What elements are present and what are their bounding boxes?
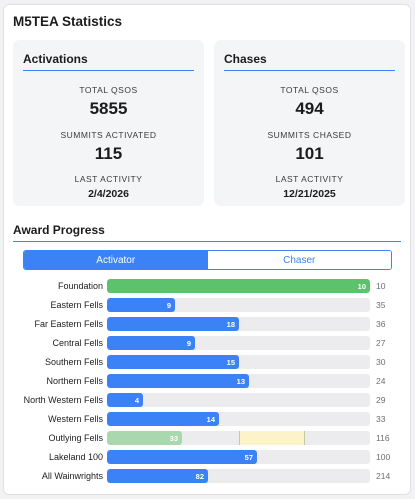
award-progress-fill: 57 xyxy=(107,450,257,464)
page-title: M5TEA Statistics xyxy=(13,14,123,29)
award-row-label: North Western Fells xyxy=(23,395,103,405)
activations-title: Activations xyxy=(23,52,88,66)
chases-card: Chases TOTAL QSOS 494 SUMMITS CHASED 101… xyxy=(214,40,405,206)
award-row: Outlying Fells 33 116 xyxy=(4,431,410,446)
activations-summits-label: SUMMITS ACTIVATED xyxy=(60,130,157,140)
award-progress-fill: 33 xyxy=(107,431,182,445)
award-row: Lakeland 100 57 100 xyxy=(4,450,410,465)
award-row-total: 214 xyxy=(376,471,391,481)
chases-last-activity-value: 12/21/2025 xyxy=(283,188,336,200)
award-row: North Western Fells 4 29 xyxy=(4,393,410,408)
award-progress-bar: 33 xyxy=(107,431,370,445)
award-row: Central Fells 9 27 xyxy=(4,336,410,351)
chases-total-qsos-value: 494 xyxy=(295,99,324,118)
award-row-label: Southern Fells xyxy=(44,357,103,367)
activations-total-qsos-label: TOTAL QSOS xyxy=(79,85,138,95)
tab-activator[interactable]: Activator xyxy=(24,251,208,269)
award-row-total: 33 xyxy=(376,414,386,424)
award-row-label: Far Eastern Fells xyxy=(34,319,103,329)
award-threshold-marker xyxy=(239,431,240,445)
award-progress-fill: 82 xyxy=(107,469,208,483)
award-row-total: 10 xyxy=(376,281,386,291)
award-row: All Wainwrights 82 214 xyxy=(4,469,410,484)
chases-summits-label: SUMMITS CHASED xyxy=(267,130,352,140)
award-progress-bar: 13 xyxy=(107,374,370,388)
tab-chaser[interactable]: Chaser xyxy=(207,251,391,269)
award-progress-bar: 57 xyxy=(107,450,370,464)
award-progress-fill: 9 xyxy=(107,298,175,312)
award-threshold-marker xyxy=(304,431,305,445)
award-progress-bar: 10 xyxy=(107,279,370,293)
award-progress-bar: 15 xyxy=(107,355,370,369)
chases-last-activity-label: LAST ACTIVITY xyxy=(275,174,344,184)
award-progress-fill: 10 xyxy=(107,279,370,293)
award-progress-bar: 4 xyxy=(107,393,370,407)
activations-last-activity-label: LAST ACTIVITY xyxy=(74,174,143,184)
award-row-label: Western Fells xyxy=(48,414,103,424)
award-progress-fill: 18 xyxy=(107,317,239,331)
award-row-total: 30 xyxy=(376,357,386,367)
award-progress-divider xyxy=(13,241,401,242)
award-row: Northern Fells 13 24 xyxy=(4,374,410,389)
award-row: Foundation 10 10 xyxy=(4,279,410,294)
activations-card: Activations TOTAL QSOS 5855 SUMMITS ACTI… xyxy=(13,40,204,206)
activations-last-activity-value: 2/4/2026 xyxy=(88,188,129,200)
award-progress-fill: 4 xyxy=(107,393,143,407)
activations-total-qsos-value: 5855 xyxy=(89,99,128,118)
statistics-panel: M5TEA Statistics Activations TOTAL QSOS … xyxy=(3,4,411,495)
award-progress-bar: 9 xyxy=(107,336,370,350)
chases-title: Chases xyxy=(224,52,267,66)
award-row-total: 24 xyxy=(376,376,386,386)
award-row-label: Lakeland 100 xyxy=(48,452,103,462)
award-progress-fill: 13 xyxy=(107,374,249,388)
award-row-label: All Wainwrights xyxy=(41,471,103,481)
award-row-total: 100 xyxy=(376,452,391,462)
award-progress-fill: 9 xyxy=(107,336,195,350)
award-progress-bar: 18 xyxy=(107,317,370,331)
activator-chaser-toggle: Activator Chaser xyxy=(23,250,392,270)
award-row-total: 36 xyxy=(376,319,386,329)
award-row: Southern Fells 15 30 xyxy=(4,355,410,370)
activations-summits-value: 115 xyxy=(94,144,123,163)
award-progress-bar: 82 xyxy=(107,469,370,483)
award-row: Far Eastern Fells 18 36 xyxy=(4,317,410,332)
award-row: Western Fells 14 33 xyxy=(4,412,410,427)
award-row-label: Northern Fells xyxy=(46,376,103,386)
chases-summits-value: 101 xyxy=(295,144,324,163)
award-progress-fill: 14 xyxy=(107,412,219,426)
award-pending-segment xyxy=(239,431,304,445)
award-row-total: 29 xyxy=(376,395,386,405)
award-row: Eastern Fells 9 35 xyxy=(4,298,410,313)
award-row-label: Foundation xyxy=(57,281,103,291)
award-row-total: 35 xyxy=(376,300,386,310)
activations-divider xyxy=(23,70,194,71)
award-row-label: Eastern Fells xyxy=(50,300,103,310)
award-progress-bar: 9 xyxy=(107,298,370,312)
award-progress-title: Award Progress xyxy=(13,223,105,237)
award-row-total: 116 xyxy=(376,433,390,443)
chases-total-qsos-label: TOTAL QSOS xyxy=(280,85,339,95)
chases-divider xyxy=(224,70,395,71)
award-row-label: Central Fells xyxy=(52,338,103,348)
award-row-label: Outlying Fells xyxy=(48,433,103,443)
award-progress-fill: 15 xyxy=(107,355,239,369)
award-progress-bar: 14 xyxy=(107,412,370,426)
award-row-total: 27 xyxy=(376,338,386,348)
